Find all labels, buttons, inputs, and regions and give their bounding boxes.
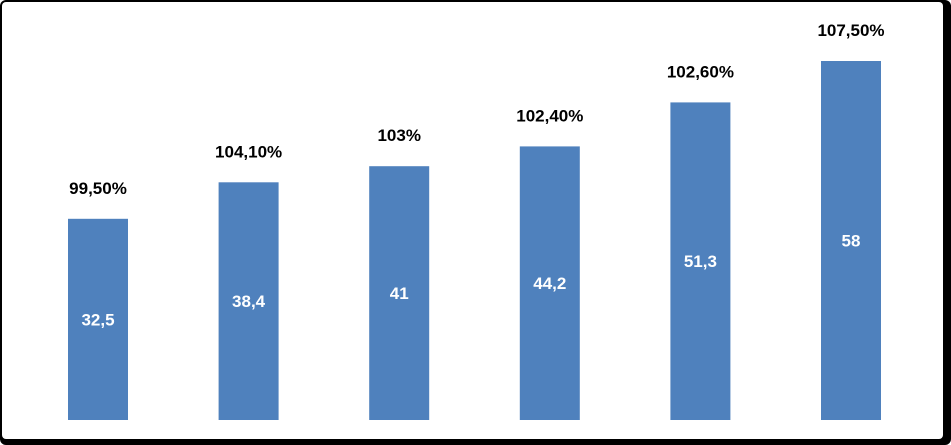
bar-6 — [821, 61, 881, 420]
bar-5 — [670, 102, 731, 421]
chart-area: 99,50% 32,5 104,10% 38,4 103% 41 102,40% 44,2 10… — [2, 2, 943, 439]
value-label-3: 41 — [390, 284, 409, 303]
bar-3 — [369, 166, 430, 420]
bar-1 — [68, 218, 128, 420]
value-label-4: 44,2 — [533, 274, 566, 293]
value-label-5: 51,3 — [684, 252, 717, 271]
percent-label-5: 102,60% — [667, 62, 734, 81]
percent-label-1: 99,50% — [69, 179, 127, 198]
bar-2 — [218, 182, 279, 420]
percent-label-6: 107,50% — [817, 21, 884, 40]
percent-label-3: 103% — [377, 126, 420, 145]
value-label-1: 32,5 — [81, 310, 114, 329]
bar-chart: 99,50% 32,5 104,10% 38,4 103% 41 102,40% 44,2 10… — [68, 21, 885, 421]
percent-label-2: 104,10% — [215, 142, 282, 161]
value-label-6: 58 — [842, 232, 861, 251]
bar-4 — [519, 146, 580, 420]
value-label-2: 38,4 — [232, 292, 266, 311]
percent-label-4: 102,40% — [516, 106, 583, 125]
